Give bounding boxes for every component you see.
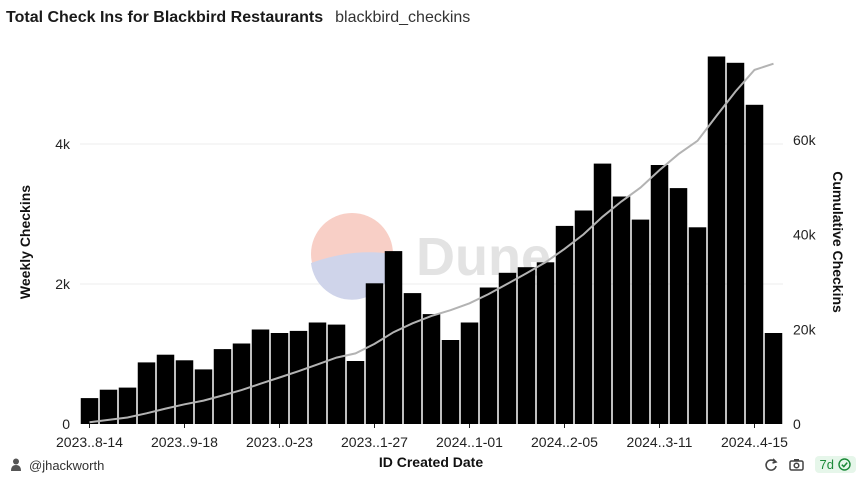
- y-tick-label-0: 0: [62, 416, 70, 432]
- person-icon: [8, 457, 24, 473]
- bar-0: [80, 398, 99, 424]
- bar-1: [99, 389, 118, 424]
- bar-30: [650, 165, 669, 424]
- bar-5: [175, 360, 194, 424]
- period-badge[interactable]: 7d: [814, 456, 856, 473]
- username[interactable]: @jhackworth: [29, 457, 105, 473]
- bar-12: [308, 322, 327, 424]
- x-tick-label-1: 2023..9-18: [151, 434, 218, 450]
- bar-13: [327, 324, 346, 424]
- x-tick-label-2: 2023..0-23: [246, 434, 313, 450]
- y2-axis-label: Cumulative Checkins: [830, 171, 846, 313]
- chart-title: Total Check Ins for Blackbird Restaurant…: [6, 9, 324, 26]
- y2-tick-label-0: 0: [793, 416, 801, 432]
- x-tick-label-6: 2024..3-11: [627, 434, 693, 450]
- bar-21: [479, 287, 498, 424]
- bar-24: [536, 262, 555, 424]
- bar-36: [764, 333, 783, 424]
- x-tick-label-3: 2023..1-27: [341, 434, 408, 450]
- x-tick-label-4: 2024..1-01: [436, 434, 503, 450]
- y2-tick-label-1: 20k: [793, 321, 817, 337]
- bar-23: [517, 267, 536, 424]
- bar-26: [574, 210, 593, 424]
- bar-16: [384, 251, 403, 424]
- y2-tick-label-2: 40k: [793, 227, 817, 243]
- bar-15: [365, 283, 384, 424]
- bar-25: [555, 225, 574, 424]
- cumulative-line: [89, 62, 774, 424]
- bar-19: [441, 340, 460, 424]
- bar-2: [118, 387, 137, 424]
- y-tick-label-2: 4k: [55, 136, 71, 152]
- bar-4: [156, 354, 175, 424]
- y-axis-label: Weekly Checkins: [17, 185, 33, 299]
- bar-11: [289, 330, 308, 424]
- bar-27: [593, 163, 612, 424]
- refresh-icon[interactable]: [763, 457, 779, 473]
- check-circle-icon: [838, 458, 851, 471]
- y-tick-label-1: 2k: [55, 276, 71, 292]
- bar-9: [251, 329, 270, 424]
- bar-7: [213, 349, 232, 424]
- y2-tick-label-3: 60k: [793, 132, 817, 148]
- chart-header: Total Check Ins for Blackbird Restaurant…: [6, 9, 470, 31]
- bar-28: [612, 196, 631, 424]
- x-axis-label: ID Created Date: [379, 454, 483, 470]
- bar-18: [422, 314, 441, 424]
- footer-actions: 7d: [763, 456, 856, 473]
- bar-22: [498, 272, 517, 424]
- right-axis-ticks: 0 20k 40k 60k: [793, 132, 817, 432]
- bar-14: [346, 361, 365, 424]
- x-axis-ticks: 2023..8-14 2023..9-18 2023..0-23 2023..1-27…: [56, 424, 788, 450]
- x-tick-label-7: 2024..4-15: [721, 434, 788, 450]
- bar-32: [688, 227, 707, 424]
- x-tick-label-0: 2023..8-14: [56, 434, 123, 450]
- bar-29: [631, 219, 650, 424]
- bar-33: [707, 56, 726, 424]
- bar-31: [669, 188, 688, 424]
- bar-6: [194, 369, 213, 424]
- camera-icon[interactable]: [789, 457, 805, 473]
- bar-3: [137, 362, 156, 424]
- x-tick-label-5: 2024..2-05: [531, 434, 598, 450]
- bar-8: [232, 343, 251, 424]
- bar-20: [460, 322, 479, 424]
- left-axis-ticks: 0 2k 4k: [55, 136, 71, 432]
- bar-34: [726, 62, 745, 425]
- period-badge-label: 7d: [819, 457, 834, 472]
- weekly-bars: [80, 56, 783, 425]
- footer-user[interactable]: @jhackworth: [8, 457, 104, 473]
- query-name[interactable]: blackbird_checkins: [335, 9, 471, 26]
- bar-17: [403, 293, 422, 424]
- bar-35: [745, 104, 764, 425]
